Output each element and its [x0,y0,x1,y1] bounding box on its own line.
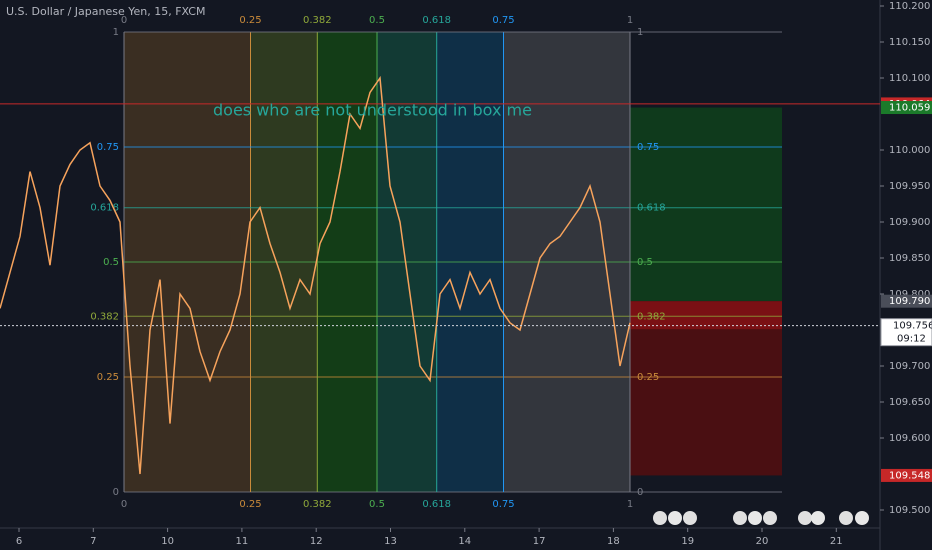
fib-label-right: 0.5 [637,257,653,268]
price-tick-label: 109.600 [889,433,930,444]
price-tick-label: 109.700 [889,361,930,372]
fib-label-top: 0.25 [239,15,261,26]
countdown-label: 09:12 [897,334,926,345]
fib-label-top: 0.5 [369,15,385,26]
last-price-badge [880,318,932,347]
price-tick-label: 110.150 [889,37,930,48]
fib-label-right: 0.25 [637,372,659,383]
time-tick-label: 20 [756,536,769,547]
price-badge-label: 109.548 [889,470,930,481]
fib-label-bottom: 0.75 [492,499,514,510]
time-tick-label: 10 [161,536,174,547]
price-tick-label: 109.900 [889,217,930,228]
fib-label-left: 1 [113,27,119,38]
time-tick-label: 12 [310,536,323,547]
fib-label-left: 0.75 [97,142,119,153]
last-price-label: 109.756 [893,321,932,332]
time-tick-label: 14 [458,536,471,547]
target-zone [630,107,782,302]
price-tick-label: 110.000 [889,145,930,156]
time-tick-label: 11 [236,536,249,547]
fib-label-left: 0 [113,487,119,498]
price-badge-label: 109.790 [889,296,930,307]
price-line [0,75,631,475]
fib-label-left: 0.5 [103,257,119,268]
event-icons [653,511,869,525]
price-tick-label: 110.100 [889,73,930,84]
price-tick-label: 109.800 [889,289,930,300]
time-tick-label: 21 [830,536,843,547]
fib-label-right: 1 [637,27,643,38]
time-tick-label: 18 [607,536,620,547]
price-badge [881,294,932,308]
price-tick-label: 109.500 [889,505,930,516]
time-tick-label: 19 [681,536,694,547]
fib-label-bottom: 0.618 [422,499,451,510]
price-badge [881,468,932,482]
time-tick-label: 13 [384,536,397,547]
fib-label-top: 0.75 [492,15,514,26]
time-tick-label: 17 [533,536,546,547]
symbol-title: U.S. Dollar / Japanese Yen, 15, FXCM [6,5,205,18]
fib-label-bottom: 1 [627,499,633,510]
price-tick-label: 109.850 [889,253,930,264]
fib-label-left: 0.618 [90,203,119,214]
stop-zone-top [630,301,782,330]
price-badge-label: 110.059 [889,103,930,114]
time-tick-label: 6 [16,536,22,547]
fib-zones [123,31,782,493]
price-badge [881,101,932,115]
fib-label-top: 0.618 [422,15,451,26]
fib-label-right: 0.618 [637,203,666,214]
fib-label-top: 0.382 [303,15,332,26]
annotation: does who are not understood in box me [213,101,532,120]
fib-label-top: 0 [121,15,127,26]
fib-label-bottom: 0 [121,499,127,510]
price-tick-label: 109.950 [889,181,930,192]
fib-label-bottom: 0.25 [239,499,261,510]
fib-label-right: 0 [637,487,643,498]
stop-zone [630,301,782,476]
price-tick-label: 110.200 [889,1,930,12]
fib-label-bottom: 0.382 [303,499,332,510]
fib-label-left: 0.25 [97,372,119,383]
fib-label-right: 0.75 [637,142,659,153]
fib-label-right: 0.382 [637,311,666,322]
fib-label-top: 1 [627,15,633,26]
time-tick-label: 7 [90,536,96,547]
fib-label-bottom: 0.5 [369,499,385,510]
price-tick-label: 109.650 [889,397,930,408]
fib-label-left: 0.382 [90,311,119,322]
